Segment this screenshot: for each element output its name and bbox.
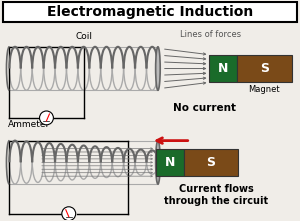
Text: N: N	[165, 156, 175, 169]
Text: Ammeter: Ammeter	[8, 120, 50, 129]
Circle shape	[40, 111, 53, 125]
Text: S: S	[260, 62, 269, 75]
Bar	[237, 55, 292, 82]
Ellipse shape	[156, 141, 160, 184]
Text: No current: No current	[173, 103, 236, 113]
Text: Coil: Coil	[75, 32, 92, 41]
Circle shape	[62, 207, 76, 221]
Text: S: S	[206, 156, 215, 169]
Bar	[3, 2, 297, 22]
Text: Current flows
through the circuit: Current flows through the circuit	[164, 184, 268, 206]
Text: Magnet: Magnet	[249, 85, 280, 94]
Bar	[156, 149, 184, 176]
Bar	[184, 149, 238, 176]
Ellipse shape	[156, 47, 160, 90]
Text: N: N	[218, 62, 229, 75]
Text: Lines of forces: Lines of forces	[180, 30, 241, 40]
Text: Electromagnetic Induction: Electromagnetic Induction	[47, 5, 253, 19]
Bar	[209, 55, 237, 82]
